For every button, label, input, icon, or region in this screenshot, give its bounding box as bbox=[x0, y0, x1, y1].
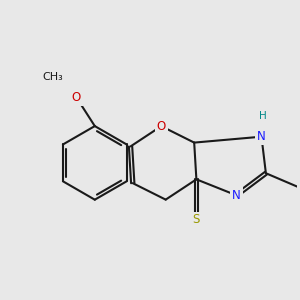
Text: O: O bbox=[72, 91, 81, 104]
Text: S: S bbox=[193, 213, 200, 226]
Text: N: N bbox=[232, 189, 241, 202]
Text: CH₃: CH₃ bbox=[42, 72, 63, 82]
Text: H: H bbox=[260, 111, 267, 122]
Text: N: N bbox=[257, 130, 266, 143]
Text: O: O bbox=[157, 120, 166, 133]
